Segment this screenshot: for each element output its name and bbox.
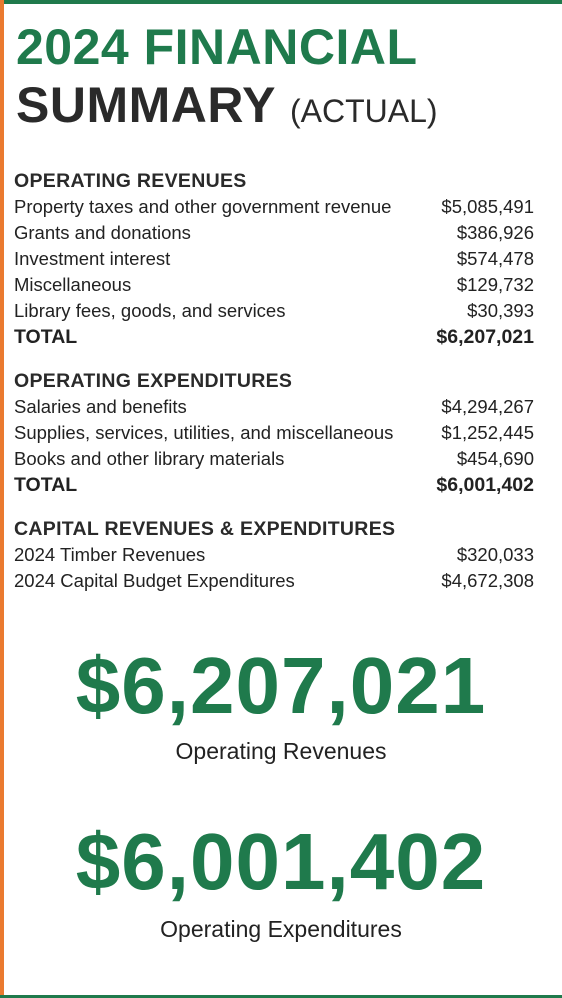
row-value: $574,478 <box>456 248 534 269</box>
row-value: $320,033 <box>456 544 534 565</box>
row-label: Supplies, services, utilities, and misce… <box>14 422 394 443</box>
title-line-2: SUMMARY (ACTUAL) <box>16 80 438 130</box>
revenue-highlight-amount: $6,207,021 <box>75 641 487 730</box>
row-label: Miscellaneous <box>14 274 132 295</box>
revenue-highlight-label: Operating Revenues <box>175 738 387 764</box>
row-label: Property taxes and other government reve… <box>14 196 392 217</box>
expenditure-row: Books and other library materials $454,69… <box>14 446 534 472</box>
expenditure-row: Salaries and benefits $4,294,267 <box>14 394 534 420</box>
expenditure-highlight-label: Operating Expenditures <box>160 916 402 942</box>
expenditure-total-row: TOTAL $6,001,402 <box>14 472 534 498</box>
capital-section: CAPITAL REVENUES & EXPENDITURES 2024 Tim… <box>14 516 534 594</box>
top-border <box>0 0 562 4</box>
revenue-row: Investment interest $574,478 <box>14 246 534 272</box>
row-value: $454,690 <box>456 448 534 469</box>
revenue-row: Library fees, goods, and services $30,393 <box>14 298 534 324</box>
row-label: 2024 Capital Budget Expenditures <box>14 570 295 591</box>
revenue-total-row: TOTAL $6,207,021 <box>14 324 534 350</box>
capital-row: 2024 Timber Revenues $320,033 <box>14 542 534 568</box>
title-summary: SUMMARY <box>16 77 276 133</box>
row-value: $30,393 <box>467 300 534 321</box>
title-line-1: 2024 FINANCIAL <box>16 19 418 75</box>
revenue-row: Miscellaneous $129,732 <box>14 272 534 298</box>
row-label: Investment interest <box>14 248 171 269</box>
capital-row: 2024 Capital Budget Expenditures $4,672,3… <box>14 568 534 594</box>
total-label: TOTAL <box>14 474 78 496</box>
row-value: $4,294,267 <box>441 396 534 417</box>
row-value: $5,085,491 <box>441 196 534 217</box>
total-value: $6,207,021 <box>436 326 534 348</box>
row-value: $4,672,308 <box>441 570 534 591</box>
capital-heading: CAPITAL REVENUES & EXPENDITURES <box>14 518 396 540</box>
operating-expenditures-heading: OPERATING EXPENDITURES <box>14 370 293 392</box>
operating-expenditures-section: OPERATING EXPENDITURES Salaries and bene… <box>14 368 534 498</box>
row-label: Grants and donations <box>14 222 191 243</box>
row-label: Salaries and benefits <box>14 396 187 417</box>
row-label: 2024 Timber Revenues <box>14 544 206 565</box>
total-value: $6,001,402 <box>436 474 534 496</box>
bottom-border <box>0 995 562 998</box>
total-label: TOTAL <box>14 326 78 348</box>
expenditure-row: Supplies, services, utilities, and misce… <box>14 420 534 446</box>
left-border <box>0 0 4 998</box>
row-value: $386,926 <box>456 222 534 243</box>
row-label: Books and other library materials <box>14 448 285 469</box>
expenditure-highlight-amount: $6,001,402 <box>75 817 487 906</box>
title-actual: (ACTUAL) <box>289 93 438 129</box>
row-value: $129,732 <box>456 274 534 295</box>
row-label: Library fees, goods, and services <box>14 300 286 321</box>
revenue-row: Property taxes and other government reve… <box>14 194 534 220</box>
row-value: $1,252,445 <box>441 422 534 443</box>
operating-revenues-heading: OPERATING REVENUES <box>14 170 247 192</box>
operating-revenues-section: OPERATING REVENUES Property taxes and ot… <box>14 168 534 350</box>
revenue-row: Grants and donations $386,926 <box>14 220 534 246</box>
